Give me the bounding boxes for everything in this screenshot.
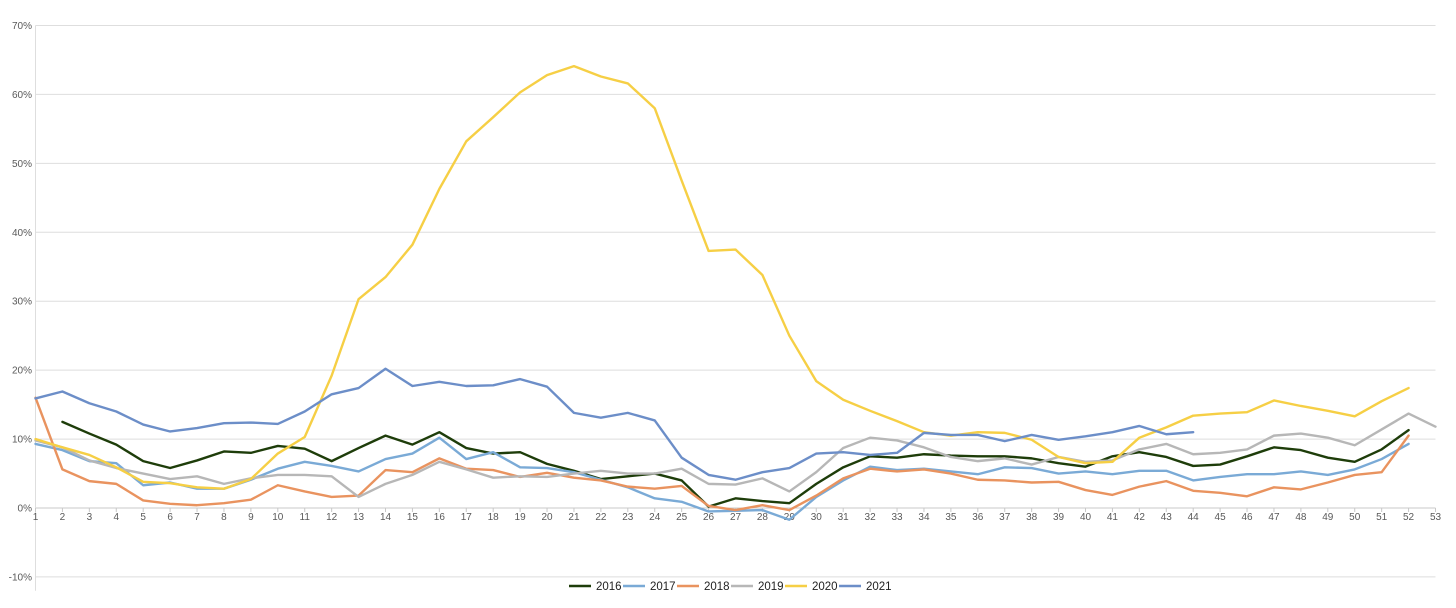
series-line-2019 [34, 412, 1437, 499]
x-tick-label: 21 [568, 512, 580, 523]
x-tick-label: 12 [326, 512, 338, 523]
x-tick-label: 35 [945, 512, 957, 523]
x-tick-label: 48 [1295, 512, 1307, 523]
x-tick-label: 34 [918, 512, 930, 523]
x-tick-label: 8 [221, 512, 227, 523]
x-tick-label: 52 [1403, 512, 1415, 523]
x-tick-label: 18 [488, 512, 500, 523]
x-tick-label: 4 [113, 512, 119, 523]
y-tick-label: 0% [18, 504, 33, 515]
legend-item-2019: 2019 [731, 581, 784, 593]
legend-label: 2016 [596, 581, 622, 593]
x-tick-label: 20 [541, 512, 553, 523]
x-tick-label: 25 [676, 512, 688, 523]
legend-item-2017: 2017 [623, 581, 676, 593]
legend-label: 2020 [812, 581, 838, 593]
x-tick-label: 41 [1107, 512, 1119, 523]
legend-label: 2018 [704, 581, 730, 593]
legend-label: 2017 [650, 581, 676, 593]
x-tick-label: 50 [1349, 512, 1361, 523]
legend-item-2016: 2016 [569, 581, 622, 593]
legend-item-2018: 2018 [677, 581, 730, 593]
legend-label: 2019 [758, 581, 784, 593]
x-tick-label: 23 [622, 512, 634, 523]
gridlines [35, 25, 1436, 578]
legend-label: 2021 [866, 581, 892, 593]
x-tick-label: 47 [1268, 512, 1280, 523]
x-tick-label: 15 [407, 512, 419, 523]
x-tick-label: 46 [1241, 512, 1253, 523]
series-line-2016 [61, 420, 1410, 508]
x-tick-label: 14 [380, 512, 392, 523]
x-tick-label: 36 [972, 512, 984, 523]
x-tick-label: 7 [194, 512, 200, 523]
x-tick-label: 13 [353, 512, 365, 523]
x-tick-label: 42 [1134, 512, 1146, 523]
x-tick-label: 44 [1188, 512, 1200, 523]
x-tick-label: 6 [167, 512, 173, 523]
x-tick-label: 45 [1215, 512, 1227, 523]
x-tick-label: 5 [140, 512, 146, 523]
x-tick-label: 33 [891, 512, 903, 523]
legend-item-2021: 2021 [839, 581, 892, 593]
x-tick-label: 51 [1376, 512, 1388, 523]
x-tick-label: 28 [757, 512, 769, 523]
x-tick-label: 49 [1322, 512, 1334, 523]
series-line-2017 [34, 436, 1410, 521]
x-tick-label: 40 [1080, 512, 1092, 523]
series-line-2021 [34, 367, 1195, 481]
x-tick-label: 3 [87, 512, 93, 523]
y-tick-label: 30% [12, 297, 32, 308]
x-tick-label: 43 [1161, 512, 1173, 523]
x-tick-label: 26 [703, 512, 715, 523]
x-tick-label: 29 [784, 512, 796, 523]
y-tick-label: 20% [12, 366, 32, 377]
x-tick-label: 11 [300, 512, 311, 523]
series-line-2020 [34, 64, 1410, 490]
x-tick-label: 38 [1026, 512, 1038, 523]
x-tick-label: 16 [434, 512, 446, 523]
y-tick-label: 60% [12, 90, 32, 101]
x-tick-label: 32 [865, 512, 877, 523]
y-tick-label: 70% [12, 21, 32, 32]
x-tick-label: 24 [649, 512, 661, 523]
x-tick-label: 30 [811, 512, 823, 523]
x-tick-label: 10 [272, 512, 284, 523]
legend-item-2020: 2020 [785, 581, 838, 593]
x-tick-label: 2 [60, 512, 66, 523]
x-tick-label: 37 [999, 512, 1011, 523]
y-tick-label: -10% [9, 572, 32, 583]
y-tick-label: 40% [12, 228, 32, 239]
x-tick-label: 17 [461, 512, 473, 523]
x-tick-label: 27 [730, 512, 742, 523]
x-tick-label: 1 [33, 512, 39, 523]
x-tick-label: 53 [1430, 512, 1442, 523]
series-line-2018 [34, 396, 1410, 512]
y-tick-label: 10% [12, 435, 32, 446]
x-tick-label: 39 [1053, 512, 1065, 523]
axes: -10%0%10%20%30%40%50%60%70%1 2 3 4 5 6 7 8 9 10 11… [9, 21, 1442, 591]
x-tick-label: 22 [595, 512, 607, 523]
x-tick-label: 19 [515, 512, 527, 523]
x-tick-label: 31 [838, 512, 850, 523]
x-tick-label: 9 [248, 512, 254, 523]
y-tick-label: 50% [12, 159, 32, 170]
legend: 2016 2017 2018 2019 2020 2021 [569, 581, 892, 593]
series-lines [34, 64, 1437, 521]
